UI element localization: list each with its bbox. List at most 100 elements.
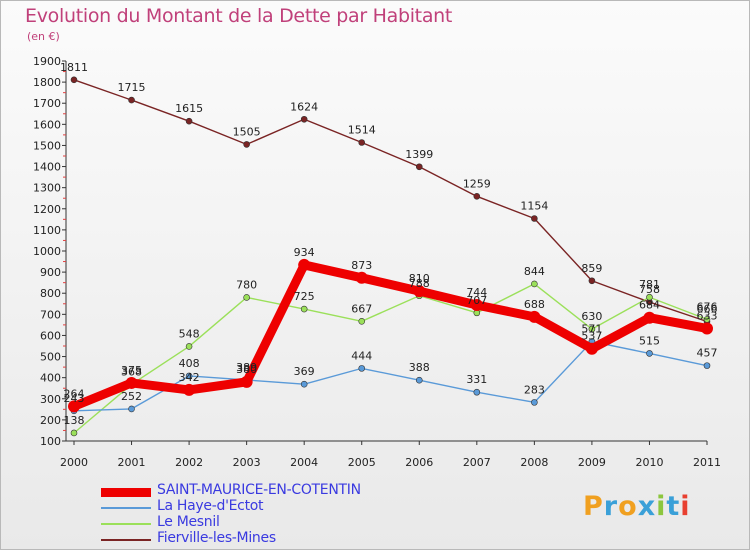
series-la-haye-d-ectot [70,338,711,415]
data-label: 375 [121,364,142,377]
data-label: 630 [581,310,602,323]
data-label: 388 [409,361,430,374]
data-label: 873 [351,259,372,272]
y-tick-label: 300 [40,393,61,406]
data-label: 676 [697,300,718,313]
data-label: 1615 [175,102,203,115]
series-saint-maurice-en-cotentin [68,258,713,413]
data-point [243,294,250,301]
data-label: 457 [697,347,718,360]
data-label: 243 [64,392,85,405]
data-point [531,280,538,288]
data-label: 810 [409,272,430,285]
data-label: 781 [639,278,660,291]
data-point [528,310,541,323]
legend-swatch [101,507,151,509]
data-label: 444 [351,349,372,362]
y-tick-label: 500 [40,351,61,364]
data-point [415,163,423,171]
legend-swatch [101,523,151,525]
data-label: 934 [294,246,315,259]
data-point [358,365,366,372]
data-point [240,375,253,388]
series-line [69,260,712,411]
data-label: 1505 [233,125,261,138]
data-label: 342 [179,371,200,384]
data-point [703,362,711,369]
logo-letter: t [666,491,681,522]
x-tick-label: 2000 [60,456,88,469]
data-label: 548 [179,327,200,340]
series-line [73,283,708,434]
series-layer [68,76,713,437]
data-point [185,343,193,350]
data-label: 707 [466,294,487,307]
data-point [473,388,481,396]
data-point [531,399,538,406]
data-point [531,215,538,222]
data-point [128,96,135,104]
data-point [300,380,308,388]
chart-subtitle: (en €) [27,30,60,43]
data-point [413,285,426,298]
y-tick-label: 1700 [33,97,61,110]
legend-label: Fierville-les-Mines [157,530,276,546]
y-tick-label: 1800 [33,76,61,89]
logo-letter: i [680,491,691,522]
legend-swatch [101,488,151,497]
y-tick-label: 1900 [33,55,61,68]
legend-label: La Haye-d'Ectot [157,498,264,514]
data-label: 780 [236,278,257,291]
data-point [355,271,368,284]
y-tick-label: 1500 [33,139,61,152]
data-point [243,141,250,148]
data-label: 1624 [290,100,318,113]
data-label: 380 [236,363,257,376]
logo-letter: r [603,491,619,522]
data-point [646,293,653,301]
data-point [185,117,193,125]
data-label: 408 [179,357,200,370]
data-point [183,383,196,396]
data-label: 1399 [405,148,433,161]
y-tick-label: 100 [40,435,61,448]
data-point [588,277,596,285]
data-label: 1154 [520,199,548,212]
data-label: 666 [697,303,718,316]
y-tick-label: 1300 [33,182,61,195]
data-point [300,115,308,123]
x-tick-label: 2006 [405,456,433,469]
chart-title: Evolution du Montant de la Dette par Hab… [25,5,453,27]
data-point [701,322,713,335]
x-tick-label: 2008 [520,456,548,469]
x-tick-label: 2003 [233,456,261,469]
data-label: 1715 [118,81,146,94]
data-label: 369 [294,365,315,378]
data-point [585,342,598,355]
data-point [358,139,366,146]
x-tick-label: 2009 [578,456,606,469]
data-point [68,400,80,413]
x-tick-label: 2004 [290,456,318,469]
data-label: 389 [236,361,257,374]
data-point [470,299,483,312]
y-tick-label: 400 [40,372,61,385]
data-label: 1259 [463,177,491,190]
data-label: 633 [697,309,718,322]
data-label: 744 [466,286,487,299]
data-point [415,376,423,384]
y-tick-label: 1200 [33,203,61,216]
data-point [358,317,366,325]
data-point [185,372,193,380]
data-label: 859 [581,262,602,275]
data-label: 667 [351,302,372,315]
data-point [643,311,656,324]
data-label: 688 [524,298,545,311]
data-label: 1514 [348,123,376,136]
data-label: 571 [581,323,602,336]
legend-label: SAINT-MAURICE-EN-COTENTIN [157,482,361,498]
data-label: 537 [581,330,602,343]
x-tick-label: 2011 [693,456,721,469]
data-label: 515 [639,334,660,347]
